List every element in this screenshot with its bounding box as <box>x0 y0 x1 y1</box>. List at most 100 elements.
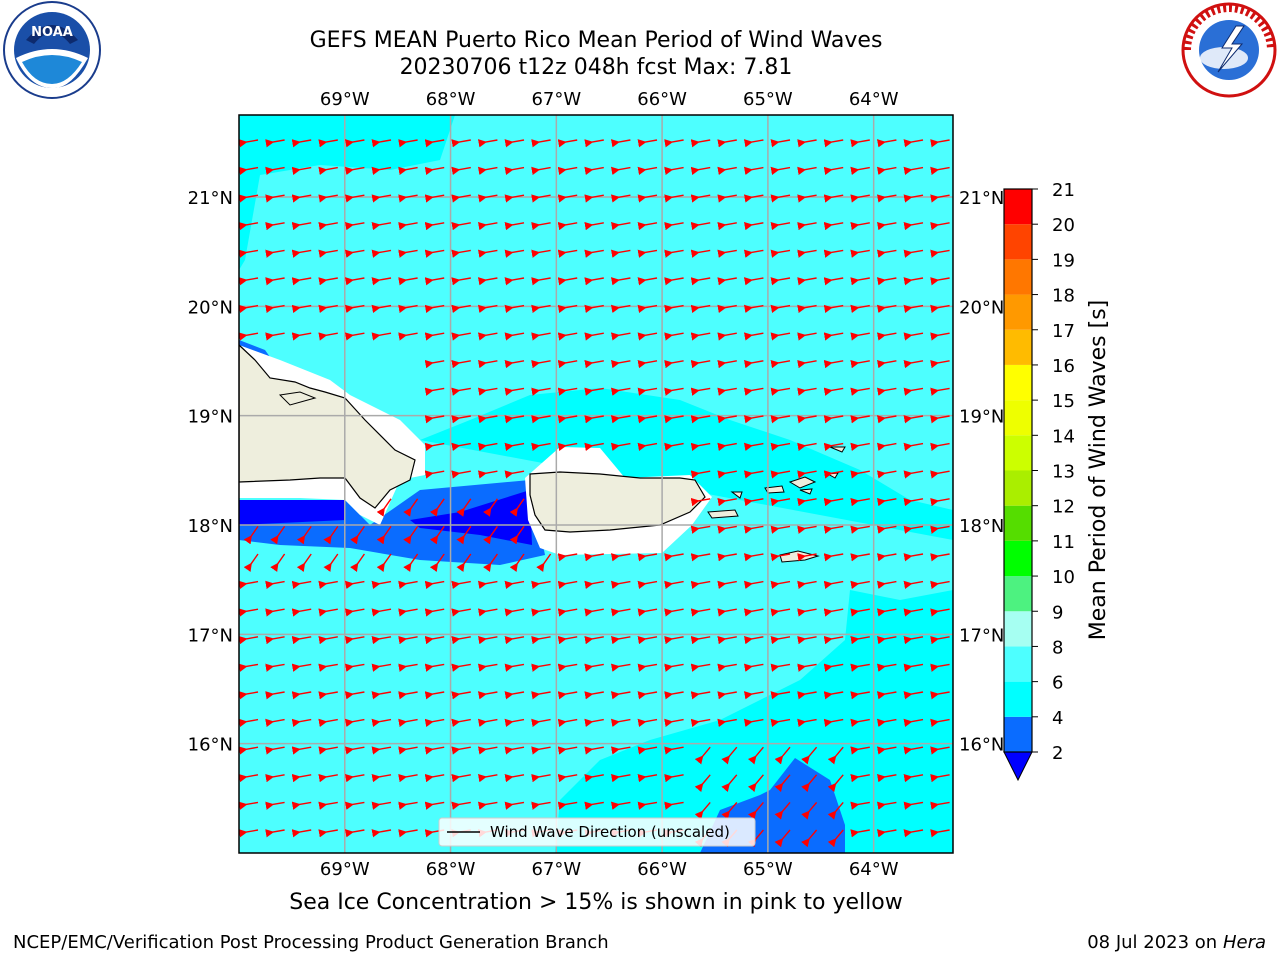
wave-direction-arrow <box>797 553 817 562</box>
wave-direction-arrow <box>584 359 604 369</box>
vieques-island <box>707 509 739 519</box>
wave-direction-arrow <box>637 359 658 369</box>
wave-direction-arrow <box>770 497 791 507</box>
wave-direction-arrow <box>690 442 711 452</box>
sea-ice-note: Sea Ice Concentration > 15% is shown in … <box>289 890 903 915</box>
wave-direction-arrow <box>876 470 897 479</box>
wave-direction-arrow <box>398 691 418 700</box>
wave-direction-arrow <box>504 387 525 396</box>
wave-direction-arrow <box>531 746 551 755</box>
wave-direction-arrow <box>424 277 445 286</box>
wave-direction-arrow <box>610 304 631 314</box>
wave-direction-arrow <box>318 277 338 286</box>
wave-direction-arrow <box>557 304 578 314</box>
wave-direction-arrow <box>823 497 844 507</box>
wave-direction-arrow <box>850 691 870 700</box>
wave-direction-arrow <box>690 497 711 507</box>
wave-direction-arrow <box>451 359 471 369</box>
wave-direction-arrow <box>584 580 604 590</box>
wave-direction-arrow <box>318 332 338 341</box>
wave-direction-arrow <box>398 608 418 617</box>
wave-direction-arrow <box>876 525 897 534</box>
host-name: Hera <box>1222 932 1266 953</box>
wave-direction-arrow <box>797 415 817 424</box>
wave-direction-arrow <box>664 553 684 562</box>
wave-direction-arrow <box>265 635 285 645</box>
wave-direction-arrow <box>239 635 259 645</box>
wave-direction-arrow <box>850 442 870 452</box>
wave-direction-arrow <box>424 221 445 231</box>
wave-direction-arrow <box>239 139 259 148</box>
wave-direction-arrow <box>350 553 365 572</box>
wave-direction-arrow <box>903 608 924 617</box>
wave-direction-arrow <box>717 194 737 203</box>
wave-direction-arrow <box>477 718 498 728</box>
wave-direction-arrow <box>797 304 817 314</box>
wave-direction-arrow <box>664 663 684 672</box>
wave-direction-arrow <box>903 359 924 369</box>
wave-direction-arrow <box>291 166 312 176</box>
wave-direction-arrow <box>424 442 445 452</box>
wave-direction-arrow <box>876 773 897 783</box>
wave-direction-arrow <box>451 221 471 231</box>
wave-direction-arrow <box>371 166 392 176</box>
wave-direction-arrow <box>876 691 897 700</box>
wave-direction-arrow <box>398 166 418 176</box>
wave-direction-arrow <box>823 608 844 617</box>
wave-direction-arrow <box>930 635 950 645</box>
wave-direction-arrow <box>424 773 445 783</box>
wave-direction-arrow <box>557 166 578 176</box>
wave-direction-arrow <box>717 497 737 507</box>
wave-direction-arrow <box>850 746 870 755</box>
wave-direction-arrow <box>717 249 737 258</box>
wave-direction-arrow <box>451 801 471 810</box>
wave-direction-arrow <box>451 773 471 783</box>
wave-direction-arrow <box>239 829 259 838</box>
virgin-islands <box>730 476 817 499</box>
wave-direction-arrow <box>504 746 525 755</box>
wave-direction-arrow <box>265 166 285 176</box>
wave-direction-arrow <box>876 221 897 231</box>
wave-direction-arrow <box>451 166 471 176</box>
colorbar-tick-label: 6 <box>1052 673 1063 694</box>
wave-direction-arrow <box>637 221 658 231</box>
wave-direction-arrow <box>903 221 924 231</box>
wave-direction-arrow <box>690 415 711 424</box>
wave-direction-arrow <box>747 746 764 765</box>
lat-tick-label: 17°N <box>188 625 233 646</box>
colorbar-tick-label: 4 <box>1052 708 1063 729</box>
wave-direction-arrow <box>770 221 791 231</box>
wave-direction-arrow <box>903 829 924 838</box>
wave-direction-arrow <box>637 442 658 452</box>
wave-direction-arrow <box>477 773 498 783</box>
wave-direction-arrow <box>637 691 658 700</box>
wave-direction-arrow <box>376 498 392 517</box>
wave-direction-arrow <box>610 249 631 258</box>
wave-direction-arrow <box>239 801 259 810</box>
wave-direction-arrow <box>504 691 525 700</box>
lon-tick-label: 68°W <box>426 859 476 880</box>
wave-direction-arrow <box>637 249 658 258</box>
wave-direction-arrow <box>876 718 897 728</box>
wave-direction-arrow <box>531 608 551 617</box>
wave-direction-arrow <box>584 249 604 258</box>
wave-direction-arrow <box>557 691 578 700</box>
wave-direction-arrow <box>584 332 604 341</box>
wave-direction-arrow <box>801 746 818 765</box>
wave-direction-arrow <box>823 442 844 452</box>
wave-direction-arrow <box>557 635 578 645</box>
wave-direction-arrow <box>291 801 312 810</box>
map-subtitle: 20230706 t12z 048h fcst Max: 7.81 <box>399 55 793 80</box>
wave-direction-arrow <box>531 773 551 783</box>
wave-direction-arrow <box>531 332 551 341</box>
wave-direction-arrow <box>801 829 818 848</box>
wave-direction-arrow <box>344 829 365 838</box>
lon-tick-label: 69°W <box>320 89 370 110</box>
wave-direction-arrow <box>930 525 950 534</box>
wave-direction-arrow <box>797 525 817 534</box>
wave-direction-arrow <box>344 746 365 755</box>
wave-direction-arrow <box>690 553 711 562</box>
colorbar-tick-label: 9 <box>1052 602 1063 623</box>
wave-direction-arrow <box>823 718 844 728</box>
colorbar-tick-label: 16 <box>1052 356 1075 377</box>
